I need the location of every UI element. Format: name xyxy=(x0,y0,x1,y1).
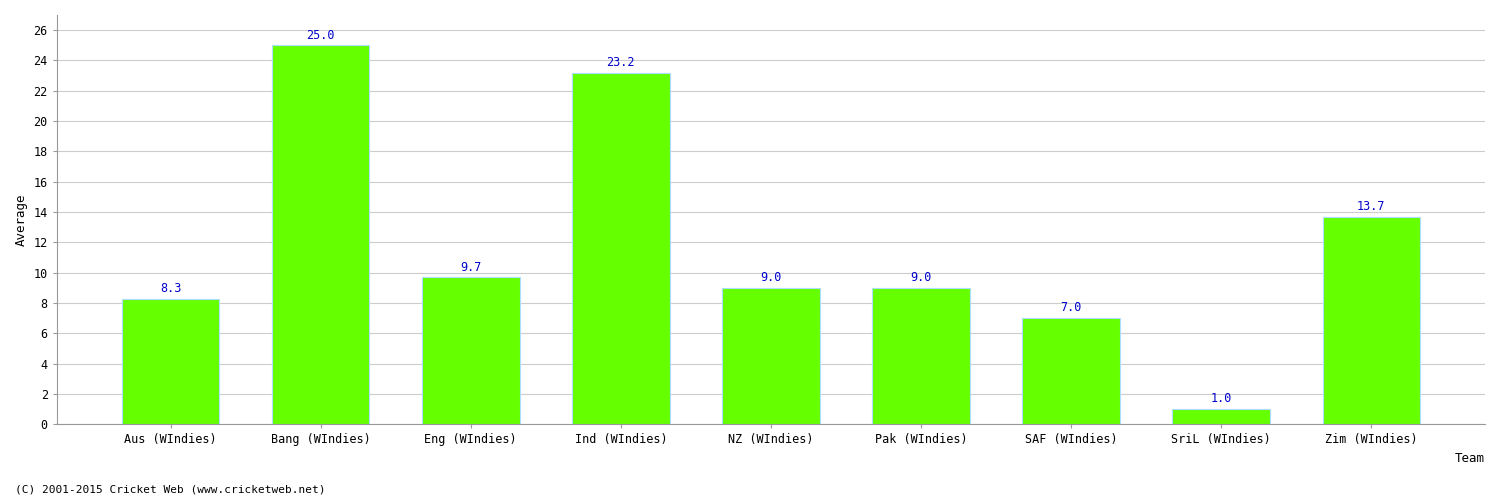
Bar xyxy=(422,278,519,424)
Text: 9.7: 9.7 xyxy=(460,260,482,274)
Text: 8.3: 8.3 xyxy=(160,282,182,295)
Text: (C) 2001-2015 Cricket Web (www.cricketweb.net): (C) 2001-2015 Cricket Web (www.cricketwe… xyxy=(15,485,326,495)
Bar xyxy=(272,46,369,424)
Y-axis label: Average: Average xyxy=(15,194,28,246)
X-axis label: Team: Team xyxy=(1455,452,1485,465)
Bar xyxy=(722,288,819,424)
Text: 25.0: 25.0 xyxy=(306,28,334,42)
Bar xyxy=(871,288,970,424)
Bar xyxy=(1323,216,1420,424)
Text: 23.2: 23.2 xyxy=(606,56,634,69)
Text: 13.7: 13.7 xyxy=(1358,200,1386,213)
Text: 1.0: 1.0 xyxy=(1210,392,1231,406)
Bar xyxy=(122,298,219,424)
Bar xyxy=(572,72,669,424)
Text: 9.0: 9.0 xyxy=(910,271,932,284)
Text: 7.0: 7.0 xyxy=(1060,302,1082,314)
Text: 9.0: 9.0 xyxy=(760,271,782,284)
Bar xyxy=(1173,410,1270,424)
Bar xyxy=(1023,318,1120,424)
